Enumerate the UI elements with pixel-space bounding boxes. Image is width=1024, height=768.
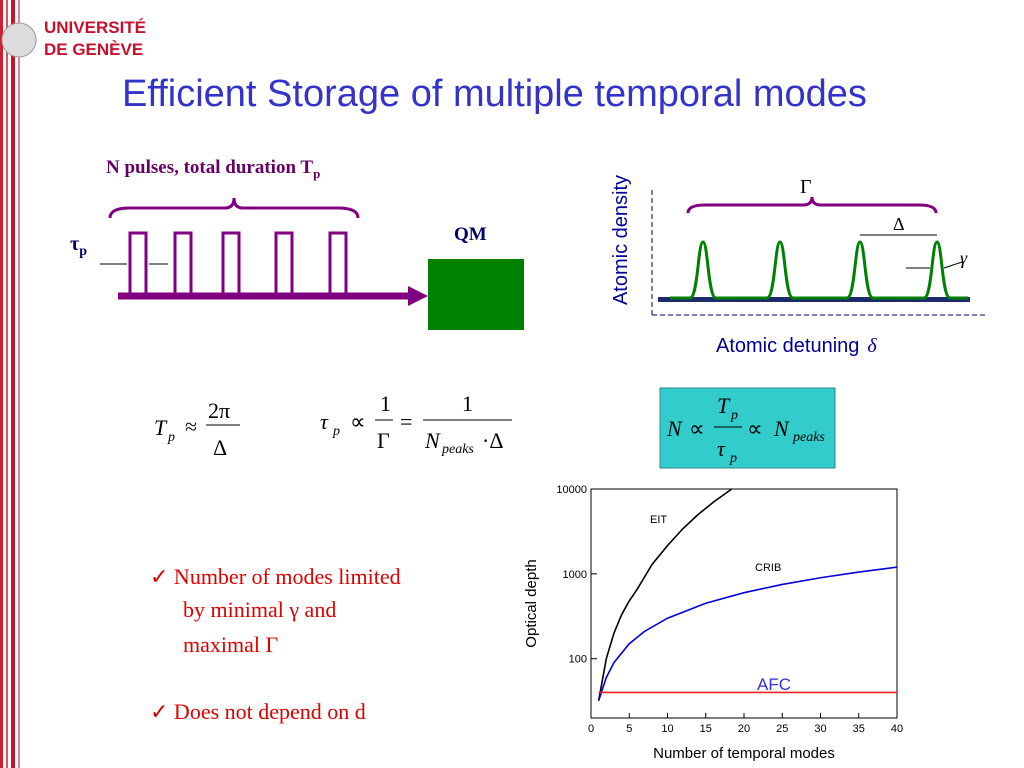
formula-part: τ xyxy=(320,409,329,434)
x-tick-label: 5 xyxy=(626,723,632,735)
slide-title: Efficient Storage of multiple temporal m… xyxy=(122,73,867,115)
side-stripes xyxy=(0,0,20,768)
caption: N pulses, total duration Tp xyxy=(106,157,320,181)
series-label: EIT xyxy=(650,514,667,526)
series-label: AFC xyxy=(757,675,791,694)
brace xyxy=(108,197,360,219)
qm-label: QM xyxy=(454,224,487,245)
formula-part: ·Δ xyxy=(482,428,503,453)
y-tick-label: 10000 xyxy=(556,484,587,496)
formula-part: peaks xyxy=(792,430,825,445)
formula-part: p xyxy=(167,430,175,445)
formula-part: T xyxy=(154,415,168,440)
absorption-peaks xyxy=(670,240,968,300)
formula-part: p xyxy=(729,451,737,466)
y-axis-label: Optical depth xyxy=(523,559,540,647)
formula-part: T xyxy=(717,393,731,418)
x-tick-label: 35 xyxy=(853,723,865,735)
tau-sub: p xyxy=(79,244,87,259)
gamma-small: γ xyxy=(960,248,968,268)
brace xyxy=(686,196,938,214)
y-tick-label: 1000 xyxy=(563,569,587,581)
axis-label: Atomic density xyxy=(610,175,632,305)
formula-part: Γ xyxy=(377,428,390,453)
x-tick-label: 15 xyxy=(700,723,712,735)
x-label-text: Atomic detuning xyxy=(716,335,859,357)
plot-frame xyxy=(590,488,898,719)
formula-part: ≈ xyxy=(185,414,197,439)
logo-text: DE GENÈVE xyxy=(44,40,143,59)
bullets: ✓ Number of modes limited by minimal γ a… xyxy=(150,564,401,724)
bullet: by minimal γ and xyxy=(183,597,336,622)
x-tick-label: 30 xyxy=(814,723,826,735)
formula-part: 1 xyxy=(462,391,473,416)
caption-text: N pulses, total duration T xyxy=(106,157,313,178)
series-line xyxy=(597,566,898,701)
x-tick-label: 10 xyxy=(661,723,673,735)
formula-part: ∝ xyxy=(350,409,366,434)
formula-part: N xyxy=(666,416,683,441)
memory-box xyxy=(428,259,524,330)
formula-part: p xyxy=(332,424,340,439)
tau-text: τ xyxy=(70,233,79,255)
formula-part: 2π xyxy=(208,398,230,423)
x-tick-label: 0 xyxy=(588,723,594,735)
highlight-box xyxy=(659,387,836,469)
formula-part: N xyxy=(773,416,790,441)
bullet: ✓ Number of modes limited xyxy=(150,564,401,589)
formula-part: ∝ xyxy=(689,416,705,441)
x-tick-label: 25 xyxy=(776,723,788,735)
formula-part: N xyxy=(424,428,441,453)
series-label: CRIB xyxy=(755,562,781,574)
formula: T p ≈ 2π Δ τ p ∝ 1 Γ = 1 N peaks ·Δ xyxy=(154,391,512,460)
formula-part: p xyxy=(730,408,738,423)
x-tick-label: 20 xyxy=(738,723,750,735)
x-label-symbol: δ xyxy=(867,335,877,357)
logo-text: UNIVERSITÉ xyxy=(44,18,146,37)
formula: N ∝ T p τ p ∝ N peaks xyxy=(666,393,825,466)
formula-part: 1 xyxy=(380,391,391,416)
x-axis-label: Number of temporal modes xyxy=(653,745,835,762)
delta-label: Δ xyxy=(893,214,905,234)
x-tick-label: 40 xyxy=(891,723,903,735)
formula-part: ∝ xyxy=(747,416,763,441)
formula-part: peaks xyxy=(441,442,474,457)
formula-part: Δ xyxy=(213,435,227,460)
formula-part: = xyxy=(400,409,412,434)
series-line xyxy=(597,488,733,701)
bullet: ✓ Does not depend on d xyxy=(150,699,366,724)
formula-part: τ xyxy=(717,436,726,461)
chart: 0 5 10 15 20 25 30 35 40 100 1000 10000 Number of te… xyxy=(523,484,903,762)
tau-label: τp xyxy=(70,233,87,259)
gamma-arrow xyxy=(943,261,963,269)
gamma-big: Γ xyxy=(800,176,812,198)
logo-seal xyxy=(1,22,37,58)
bullet: maximal Γ xyxy=(183,632,278,657)
arrow-head xyxy=(408,286,428,306)
axis-label: Atomic detuning δ xyxy=(716,335,877,357)
y-tick-label: 100 xyxy=(569,654,587,666)
caption-sub: p xyxy=(313,166,320,181)
